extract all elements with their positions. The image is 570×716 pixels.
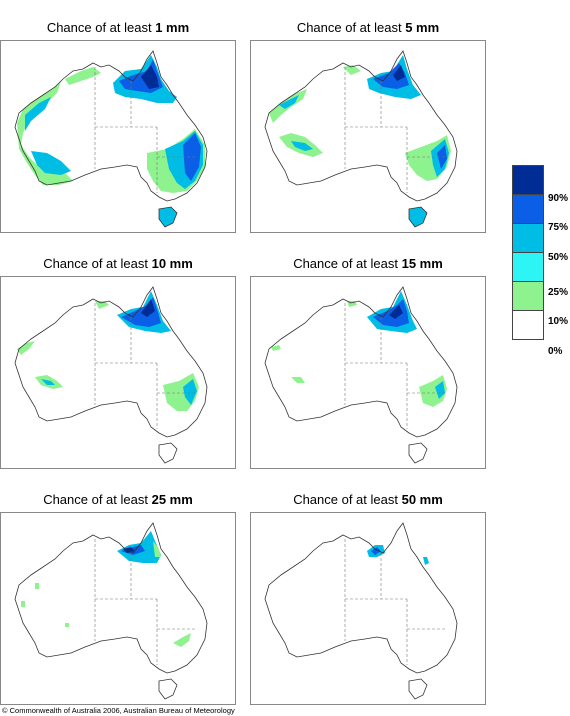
australia-map [250, 276, 486, 469]
panel-title: Chance of at least 5 mm [296, 20, 440, 35]
rainfall-probability-region [291, 377, 305, 383]
legend-swatch-90 [512, 165, 544, 195]
panel-title: Chance of at least 25 mm [43, 492, 193, 507]
australia-map [250, 512, 486, 705]
rainfall-probability-region [153, 541, 161, 557]
legend-swatch-10 [512, 281, 544, 311]
rainfall-probability-region [423, 557, 429, 565]
rainfall-probability-region [141, 65, 159, 89]
rainfall-probability-region [17, 341, 35, 355]
legend-label-10: 10% [548, 316, 569, 327]
panel-title: Chance of at least 10 mm [43, 256, 193, 271]
coastline [14, 50, 208, 202]
legend-swatch-75 [512, 194, 544, 224]
copyright-footer: © Commonwealth of Australia 2006, Austra… [2, 706, 235, 715]
legend-swatch-0 [512, 310, 544, 340]
coastline [14, 522, 208, 674]
australia-landmass [265, 287, 457, 437]
legend-label-75: 75% [548, 222, 569, 233]
rainfall-probability-region [21, 601, 25, 607]
rainfall-probability-region [17, 81, 73, 185]
coastline [264, 286, 458, 438]
rainfall-probability-region [65, 67, 101, 85]
panel-title: Chance of at least 15 mm [293, 256, 443, 271]
legend-label-25: 25% [548, 287, 569, 298]
legend-label-50: 50% [548, 252, 569, 263]
panel-title: Chance of at least 1 mm [46, 20, 190, 35]
australia-map [0, 276, 236, 469]
rainfall-probability-region [419, 375, 447, 407]
rainfall-probability-region [25, 97, 51, 131]
rainfall-probability-region [41, 379, 55, 385]
tasmania [408, 206, 428, 228]
australia-map [0, 40, 236, 233]
australia-landmass [265, 523, 457, 673]
rainfall-probability-region [279, 95, 299, 109]
color-legend: 90% 75% 50% 25% 10% 0% [512, 165, 568, 357]
australia-map [250, 40, 486, 233]
rainfall-probability-region [371, 547, 381, 555]
rainfall-probability-region [291, 141, 313, 151]
tasmania [158, 678, 178, 700]
tasmania [158, 442, 178, 464]
rainfall-probability-region [35, 583, 39, 589]
rainfall-probability-region [393, 65, 405, 81]
rainfall-probability-region [31, 151, 71, 175]
tasmania [408, 442, 428, 464]
australia-landmass [15, 287, 207, 437]
legend-swatch-50 [512, 223, 544, 253]
rainfall-probability-region [271, 345, 281, 351]
australia-landmass [15, 523, 207, 673]
tasmania [158, 206, 178, 228]
panel-title: Chance of at least 50 mm [293, 492, 443, 507]
rainfall-probability-region [183, 379, 197, 405]
rainfall-probability-region [435, 381, 445, 399]
australia-map [0, 512, 236, 705]
rainfall-probability-region [343, 65, 361, 75]
legend-swatch-25 [512, 252, 544, 282]
rainfall-probability-region [141, 299, 155, 317]
legend-label-90: 90% [548, 193, 569, 204]
rainfall-probability-region [173, 633, 191, 647]
legend-label-0: 0% [548, 346, 563, 357]
coastline [264, 50, 458, 202]
coastline [14, 286, 208, 438]
rainfall-probability-region [123, 547, 135, 553]
rainfall-probability-region [389, 305, 403, 319]
tasmania [408, 678, 428, 700]
rainfall-probability-region [65, 623, 69, 627]
rainfall-probability-region [95, 301, 109, 309]
coastline [264, 522, 458, 674]
